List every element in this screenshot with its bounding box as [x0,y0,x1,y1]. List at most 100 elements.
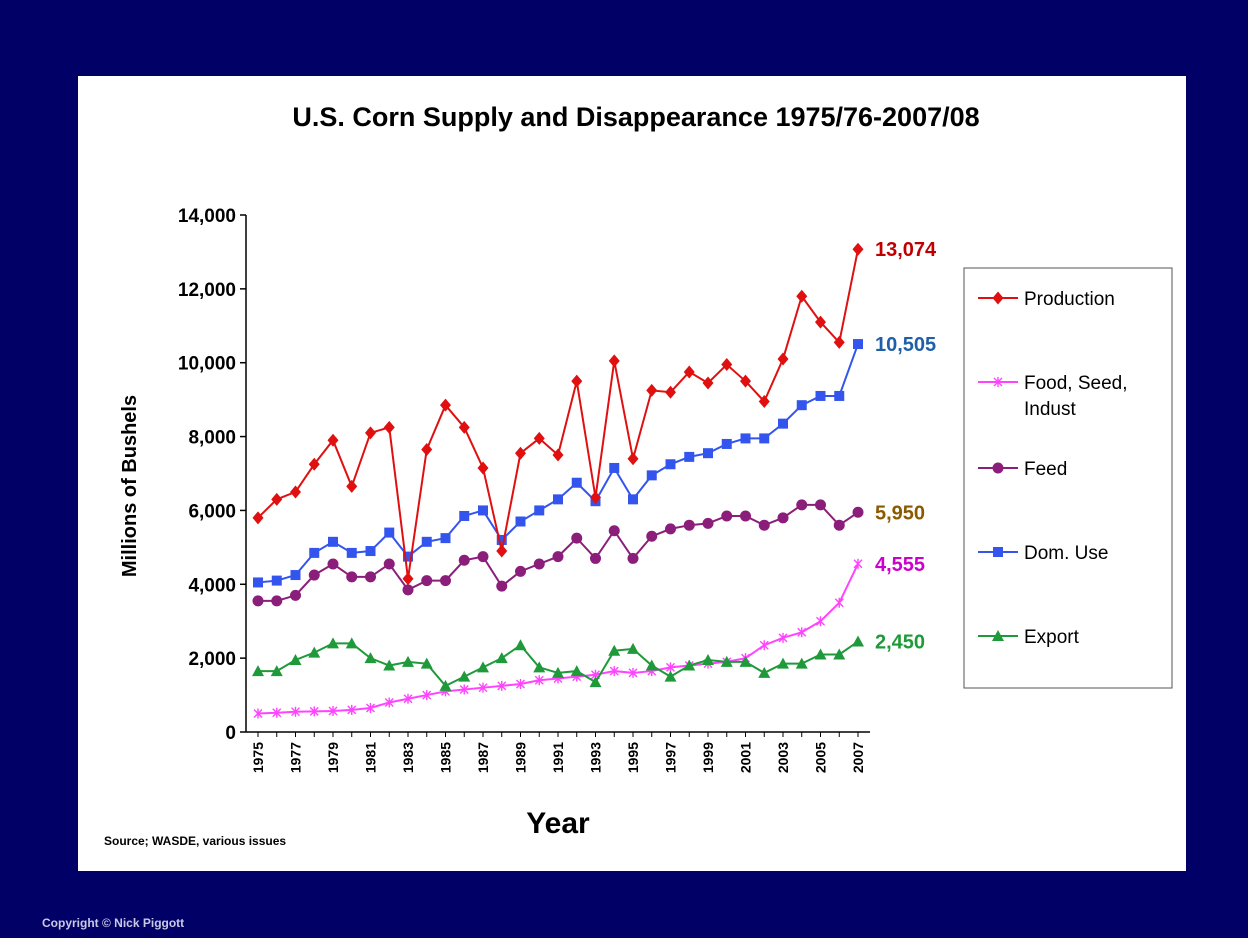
data-point-production [383,420,395,434]
x-axis: 1975 1977 1979 1981 1983 1985 1987 1989 1991 1993… [246,731,870,773]
x-tick-label: 1983 [400,742,416,773]
data-point-food-seed-indust [478,682,488,693]
data-point-export [533,661,546,673]
data-point-production [402,572,414,586]
series-layer [252,242,864,719]
data-point-dom-use [253,577,263,588]
data-point-feed [346,571,358,583]
legend-items: Production Food, Seed, Indust Feed Dom. Use E… [978,289,1128,648]
data-point-food-seed-indust [628,667,638,678]
data-point-export [458,670,471,682]
legend-label-line2: Indust [1024,399,1076,420]
data-point-export [270,665,283,677]
data-point-production [852,242,864,256]
data-point-production [252,511,264,525]
data-point-food-seed-indust [309,706,319,717]
data-point-feed [571,532,583,544]
data-point-production [571,374,583,388]
data-point-food-seed-indust [403,693,413,704]
legend-box [963,267,1173,689]
legend-label: Feed [1024,459,1067,480]
data-point-production [683,365,695,379]
data-point-export [627,642,639,654]
data-point-feed [477,551,489,563]
data-point-export [795,657,808,669]
x-tick-label: 1997 [663,742,679,773]
x-tick-label: 1999 [700,742,716,773]
y-tick-label: 8,000 [188,428,236,449]
series-feed [252,499,864,607]
data-point-feed [552,551,564,563]
data-point-feed [533,558,545,570]
data-point-feed [777,512,789,524]
data-point-food-seed-indust [253,708,263,719]
data-point-dom-use [834,390,845,401]
data-point-dom-use [721,438,732,449]
data-point-food-seed-indust [516,678,525,689]
data-point-export [514,639,527,651]
data-point-production [758,394,770,408]
legend-item-export: Export [978,627,1080,648]
legend-item-feed: Feed [978,459,1067,480]
data-point-dom-use [496,534,507,545]
data-point-export [289,653,302,665]
legend-item-production: Production [978,289,1115,310]
x-tick-label: 1989 [513,742,529,773]
data-point-dom-use [421,536,432,547]
data-point-export [402,655,414,667]
data-point-export [777,657,789,669]
data-point-food-seed-indust [816,616,825,627]
data-point-export [327,637,339,649]
data-point-feed [496,580,508,592]
data-point-production [833,335,845,349]
data-point-food-seed-indust [366,702,375,713]
data-point-dom-use [740,433,751,444]
x-tick-label: 1991 [550,742,566,773]
data-point-production [665,385,676,399]
data-point-feed [590,552,601,564]
data-point-feed [646,530,658,542]
data-point-production [496,544,508,558]
data-point-export [252,665,264,677]
y-tick-label: 0 [225,723,236,744]
y-ticks: 0 2,000 4,000 6,000 8,000 10,000 12,000 14,000 [178,206,246,744]
data-point-feed [308,569,320,581]
data-point-feed [327,558,339,570]
data-point-dom-use [684,451,695,462]
legend-marker [992,462,1004,474]
data-point-export [552,666,564,678]
data-point-feed [740,510,751,522]
data-point-food-seed-indust [534,675,544,686]
x-tick-label: 1981 [363,742,379,773]
data-point-dom-use [778,418,788,429]
chart-title: U.S. Corn Supply and Disappearance 1975/… [292,102,979,132]
data-point-export [420,657,433,669]
data-point-production [815,315,826,329]
data-point-export [739,655,752,667]
data-point-production [440,398,451,412]
legend-item-food-seed-indust: Food, Seed, Indust [978,373,1128,420]
data-point-feed [421,575,433,587]
data-point-production [458,420,470,434]
legend: Production Food, Seed, Indust Feed Dom. Use E… [963,267,1173,689]
legend-item-dom-use: Dom. Use [978,543,1108,564]
data-point-dom-use [403,551,413,562]
y-axis: 0 2,000 4,000 6,000 8,000 10,000 12,000 14,000 [178,206,247,744]
x-axis-label: Year [526,807,590,840]
x-tick-label: 1993 [588,742,604,773]
data-point-food-seed-indust [291,706,300,717]
data-point-dom-use [346,547,357,558]
y-tick-label: 6,000 [188,501,236,522]
data-point-food-seed-indust [497,680,507,691]
x-tick-label: 1987 [475,742,491,773]
data-point-food-seed-indust [834,597,844,608]
x-tick-label: 2003 [775,742,791,773]
x-tick-label: 1977 [288,742,304,773]
y-tick-label: 2,000 [188,649,236,670]
data-point-dom-use [478,505,488,516]
data-point-dom-use [534,505,545,516]
x-ticks: 1975 1977 1979 1981 1983 1985 1987 1989 1991 1993… [250,732,866,773]
legend-marker [992,291,1004,305]
data-point-food-seed-indust [347,704,357,715]
data-point-feed [796,499,808,511]
